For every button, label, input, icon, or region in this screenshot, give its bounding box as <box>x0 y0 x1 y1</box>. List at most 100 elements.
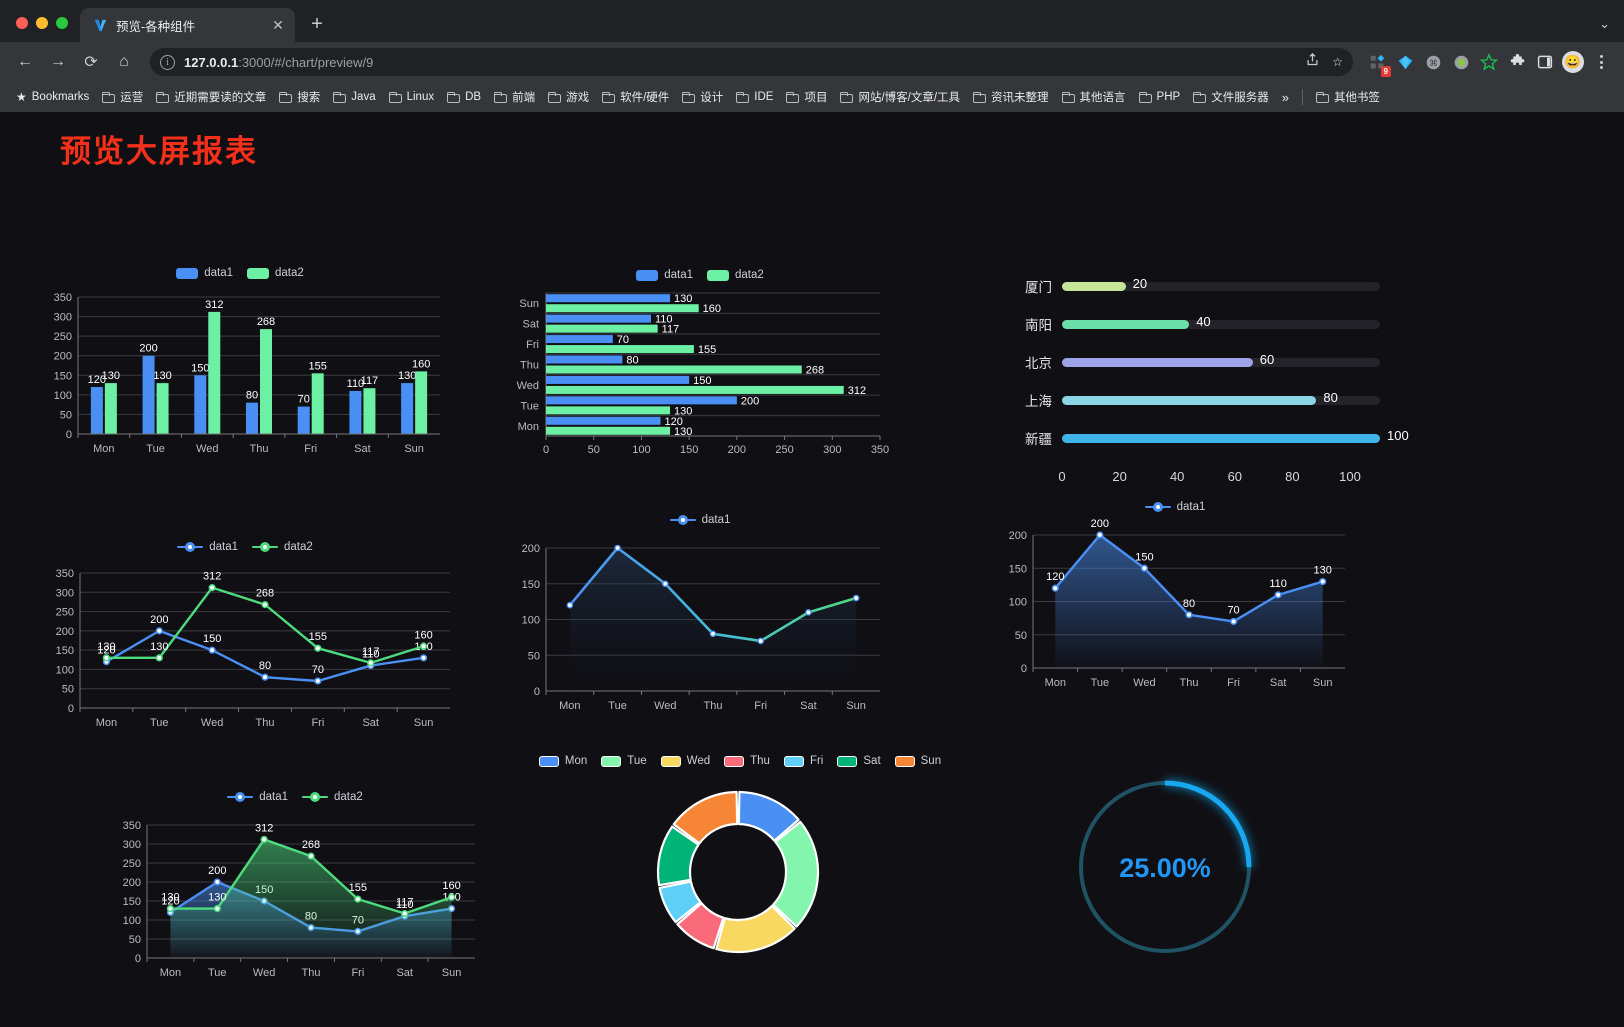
legend-item-data1[interactable]: data1 <box>1144 501 1205 513</box>
svg-text:130: 130 <box>102 370 120 382</box>
green-star-icon[interactable] <box>1476 49 1502 75</box>
svg-text:Thu: Thu <box>704 700 723 712</box>
legend-item-data1[interactable]: data1 <box>227 791 288 803</box>
legend-item-sat[interactable]: Sat <box>837 755 881 767</box>
svg-text:200: 200 <box>208 865 226 877</box>
close-icon[interactable]: ✕ <box>272 17 284 33</box>
folder-icon <box>840 91 854 103</box>
legend-item-data2[interactable]: data2 <box>247 267 304 279</box>
browser-tab[interactable]: 预览-各种组件 ✕ <box>80 8 295 42</box>
forward-button[interactable]: → <box>50 53 66 70</box>
home-button[interactable]: ⌂ <box>119 53 129 70</box>
bookmark-folder-item[interactable]: 文件服务器 <box>1187 86 1275 108</box>
bookmark-folder-item[interactable]: 软件/硬件 <box>596 86 675 108</box>
puzzle-extensions-icon[interactable] <box>1504 49 1530 75</box>
svg-text:70: 70 <box>617 334 629 346</box>
grammar-check-icon[interactable]: ⌘ <box>1420 49 1446 75</box>
legend-swatch-icon <box>176 267 199 279</box>
bookmark-folder-item[interactable]: 设计 <box>676 86 729 108</box>
legend-item-wed[interactable]: Wed <box>660 755 710 767</box>
browser-menu-button[interactable] <box>1588 49 1614 75</box>
svg-text:130: 130 <box>674 405 692 417</box>
new-tab-button[interactable]: + <box>311 12 323 35</box>
site-info-icon[interactable]: i <box>160 54 175 70</box>
bookmark-folder-item[interactable]: 前端 <box>488 86 541 108</box>
avatar[interactable]: 😀 <box>1560 49 1586 75</box>
legend-item-data1[interactable]: data1 <box>636 269 693 281</box>
svg-text:150: 150 <box>1135 551 1153 563</box>
bookmark-folder-item[interactable]: IDE <box>730 88 779 106</box>
url-host: 127.0.0.1 <box>184 54 239 70</box>
folder-icon <box>602 91 616 103</box>
close-window-button[interactable] <box>16 17 28 29</box>
progress-row: 南阳 40 <box>1000 305 1380 343</box>
svg-text:130: 130 <box>1314 565 1332 577</box>
bookmark-label: 运营 <box>120 92 144 104</box>
legend-swatch-icon <box>247 267 269 279</box>
bookmark-folder-item[interactable]: 近期需要读的文章 <box>150 86 272 108</box>
legend-item-data2[interactable]: data2 <box>302 791 363 803</box>
bookmark-folder-item[interactable]: DB <box>441 88 487 106</box>
svg-text:150: 150 <box>203 633 221 645</box>
bookmark-folder-item[interactable]: 其他语言 <box>1056 86 1132 108</box>
svg-text:80: 80 <box>1285 469 1299 484</box>
svg-text:312: 312 <box>203 571 221 583</box>
legend-item-mon[interactable]: Mon <box>538 755 587 767</box>
green-circle-icon[interactable] <box>1448 49 1474 75</box>
other-bookmarks-item[interactable]: 其他书签 <box>1310 86 1386 108</box>
diamond-icon[interactable] <box>1392 49 1418 75</box>
svg-text:200: 200 <box>741 395 759 407</box>
bookmark-folder-item[interactable]: Java <box>327 88 381 106</box>
legend-item-data2[interactable]: data2 <box>252 541 313 553</box>
bookmark-label: 项目 <box>804 92 828 104</box>
svg-text:350: 350 <box>56 568 74 580</box>
bookmarks-manager-item[interactable]: ★ Bookmarks <box>10 87 95 107</box>
maximize-window-button[interactable] <box>56 17 68 29</box>
svg-text:70: 70 <box>1227 604 1239 616</box>
svg-text:130: 130 <box>398 370 416 382</box>
svg-text:200: 200 <box>1091 518 1109 530</box>
legend-item-tue[interactable]: Tue <box>601 755 647 767</box>
legend-item-sun[interactable]: Sun <box>894 755 941 767</box>
bookmark-folder-item[interactable]: 资讯未整理 <box>967 86 1055 108</box>
bookmark-folder-item[interactable]: 运营 <box>96 86 149 108</box>
extension-grid-icon[interactable]: 9 <box>1364 49 1391 77</box>
folder-icon <box>333 91 347 103</box>
legend-item-fri[interactable]: Fri <box>783 755 823 767</box>
svg-text:80: 80 <box>246 390 258 402</box>
svg-text:200: 200 <box>56 626 74 638</box>
window-controls[interactable] <box>10 17 80 42</box>
side-panel-icon[interactable] <box>1532 49 1558 75</box>
bookmark-folder-item[interactable]: 游戏 <box>542 86 595 108</box>
legend-item-thu[interactable]: Thu <box>724 755 770 767</box>
legend-item-data2[interactable]: data2 <box>707 269 764 281</box>
svg-text:110: 110 <box>347 378 365 390</box>
share-icon[interactable] <box>1305 52 1320 72</box>
svg-text:Tue: Tue <box>608 700 627 712</box>
bookmark-folder-item[interactable]: PHP <box>1133 88 1187 106</box>
back-button[interactable]: ← <box>17 53 33 70</box>
legend-item-data1[interactable]: data1 <box>177 541 238 553</box>
bookmark-folder-item[interactable]: 搜索 <box>273 86 326 108</box>
svg-text:Fri: Fri <box>304 443 317 455</box>
legend-item-data1[interactable]: data1 <box>176 267 233 279</box>
bookmark-folder-item[interactable]: 项目 <box>780 86 833 108</box>
legend: data1 <box>500 514 900 526</box>
tab-strip: 预览-各种组件 ✕ + ⌄ <box>0 0 1624 42</box>
legend-item-data1[interactable]: data1 <box>669 514 730 526</box>
address-bar[interactable]: i 127.0.0.1:3000/#/chart/preview/9 ☆ <box>150 48 1353 76</box>
bookmark-folder-item[interactable]: Linux <box>383 88 441 106</box>
legend-label: Tue <box>627 755 647 767</box>
bookmark-folder-item[interactable]: 网站/博客/文章/工具 <box>834 86 966 108</box>
svg-text:160: 160 <box>414 629 432 641</box>
svg-text:100: 100 <box>54 390 72 402</box>
chevron-down-icon[interactable]: ⌄ <box>1599 16 1610 31</box>
minimize-window-button[interactable] <box>36 17 48 29</box>
legend-label: data1 <box>259 791 288 803</box>
bookmark-star-icon[interactable]: ☆ <box>1332 55 1343 69</box>
reload-button[interactable]: ⟳ <box>84 54 98 71</box>
svg-text:120: 120 <box>665 416 683 428</box>
svg-text:Sat: Sat <box>800 700 817 712</box>
svg-text:130: 130 <box>150 641 168 653</box>
bookmarks-overflow-button[interactable]: » <box>1281 89 1289 105</box>
